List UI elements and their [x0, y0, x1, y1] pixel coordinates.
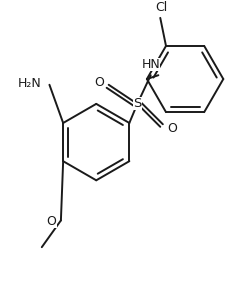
Text: HN: HN [141, 58, 160, 71]
Text: Cl: Cl [155, 1, 167, 14]
Text: O: O [94, 76, 104, 89]
Text: O: O [46, 215, 56, 228]
Text: O: O [167, 122, 177, 135]
Text: S: S [133, 97, 141, 110]
Text: H₂N: H₂N [18, 77, 42, 90]
